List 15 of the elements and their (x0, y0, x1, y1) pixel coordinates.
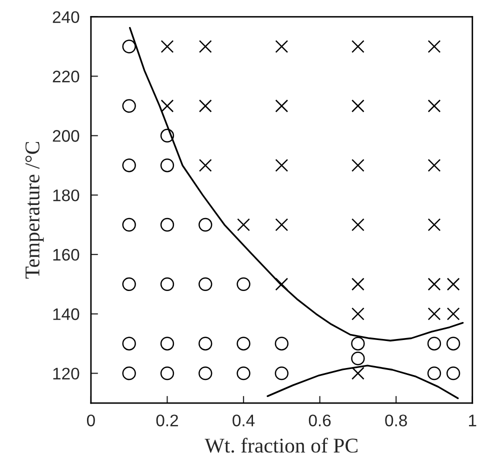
x-tick-label: 0.8 (385, 414, 407, 426)
y-tick-label: 160 (53, 248, 80, 261)
x-tick-label: 0 (86, 414, 95, 426)
x-axis-title: Wt. fraction of PC (204, 438, 358, 453)
y-tick-label: 120 (53, 368, 80, 380)
y-axis-title: Temperature /°C (25, 142, 44, 279)
x-tick-label: 0.6 (308, 414, 331, 426)
y-tick-label: 180 (53, 189, 80, 202)
y-tick-label: 220 (52, 70, 80, 82)
y-tick-label: 240 (52, 11, 80, 24)
x-tick-label: 0.2 (156, 414, 178, 426)
x-tick-label: 1 (469, 414, 476, 426)
x-tick-label: 0.4 (232, 414, 255, 426)
y-tick-label: 200 (52, 130, 80, 142)
y-tick-label: 140 (53, 308, 80, 320)
